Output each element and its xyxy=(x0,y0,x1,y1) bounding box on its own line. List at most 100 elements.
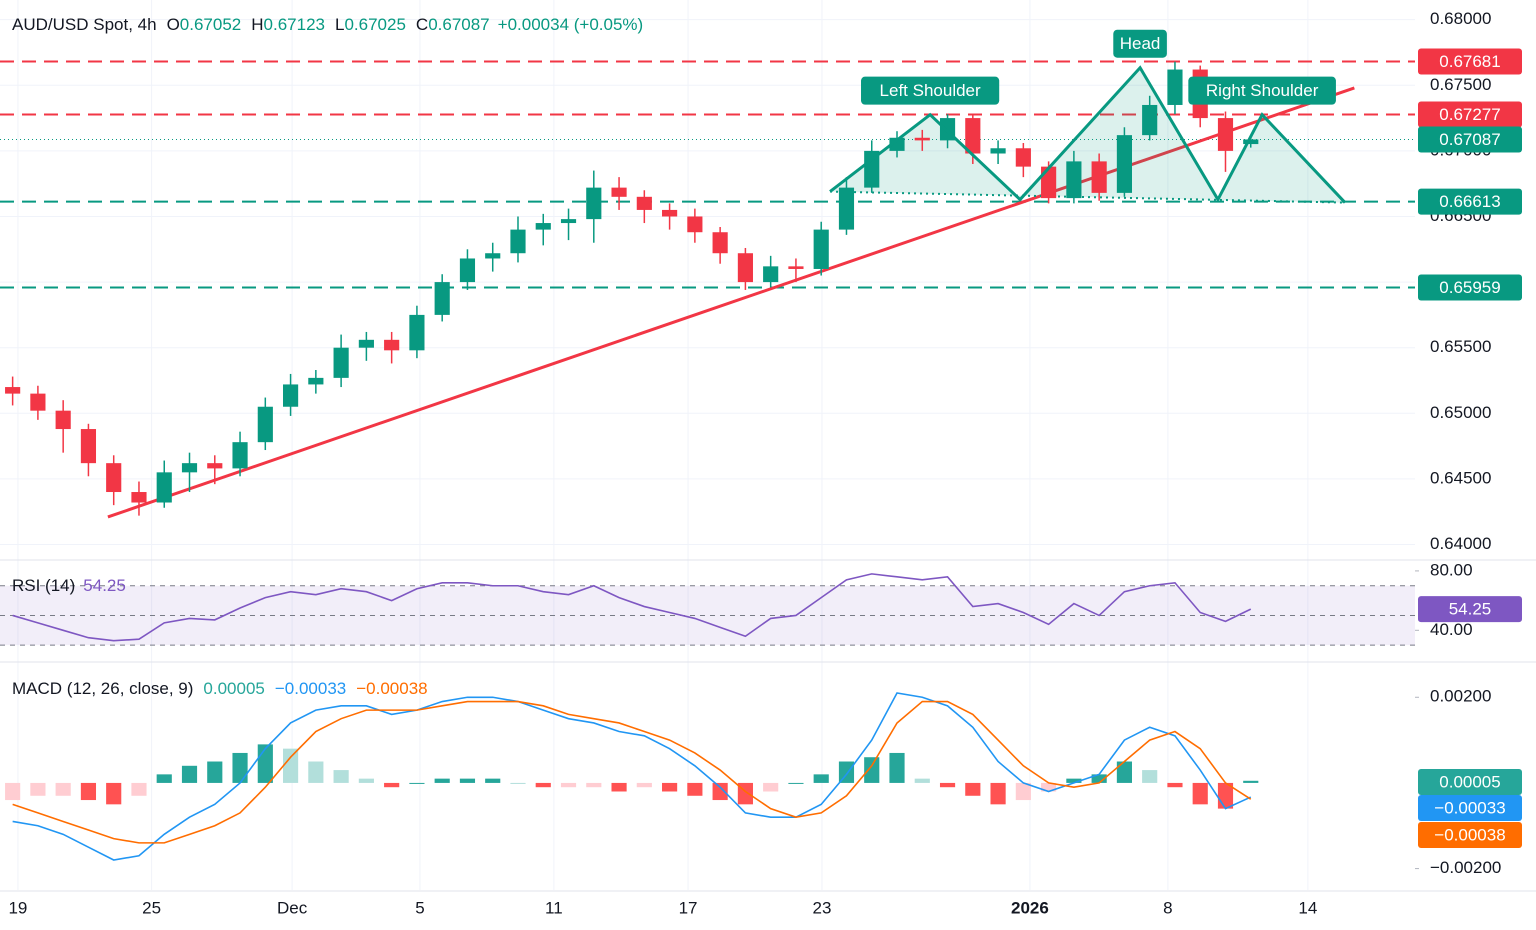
x-tick-label: 19 xyxy=(8,898,27,917)
y-tick-label: 0.67500 xyxy=(1430,75,1491,94)
y-tick-label: 0.64500 xyxy=(1430,468,1491,487)
histogram-bar xyxy=(1066,778,1082,783)
macd-line xyxy=(12,692,1252,861)
histogram-bar xyxy=(636,782,652,788)
macd-value: −0.00033 xyxy=(275,679,346,698)
histogram-bar xyxy=(80,782,97,801)
current-price-badge-label: 0.67087 xyxy=(1439,130,1500,149)
candle-body xyxy=(510,229,526,254)
signal-line xyxy=(12,700,1252,844)
histogram-bar xyxy=(333,770,349,783)
header: AUD/USD Spot, 4h O0.67052 H0.67123 L0.67025… xyxy=(12,15,643,34)
candle-body xyxy=(1217,118,1234,151)
ohlc-key: C xyxy=(416,15,428,34)
histogram-bar xyxy=(864,757,880,783)
candle-body xyxy=(1116,135,1132,193)
rsi-header: RSI (14) 54.25 xyxy=(12,576,126,595)
candle-body xyxy=(1142,104,1158,136)
y-tick-label: 0.65000 xyxy=(1430,403,1491,422)
histogram-bar xyxy=(1015,782,1031,801)
histogram-bar xyxy=(409,782,425,784)
candle-body xyxy=(409,314,425,351)
y-tick-label: 0.65500 xyxy=(1430,337,1491,356)
candle-body xyxy=(838,187,855,230)
x-tick-label: 14 xyxy=(1298,898,1317,917)
candle-body xyxy=(737,253,753,283)
histogram-bar xyxy=(914,778,930,783)
histogram-bar xyxy=(712,782,728,801)
candle-body xyxy=(560,219,577,224)
ohlc-key: H xyxy=(251,15,263,34)
candle-body xyxy=(459,258,476,283)
candle-body xyxy=(864,150,880,188)
histogram-bar xyxy=(283,748,299,783)
candle-body xyxy=(308,377,324,385)
histogram-bar xyxy=(889,752,905,783)
macd-badge-label: −0.00033 xyxy=(1434,798,1505,817)
candle-body xyxy=(914,137,930,141)
y-tick-label: 0.00200 xyxy=(1430,687,1491,706)
histogram-bar xyxy=(1192,782,1208,805)
ohlc-value: 0.67025 xyxy=(344,15,405,34)
candle-body xyxy=(788,266,804,269)
macd-badge xyxy=(1418,795,1522,821)
pattern-label-box xyxy=(1188,76,1336,105)
signal-badge xyxy=(1418,822,1522,848)
x-tick-label: 8 xyxy=(1163,898,1172,917)
rsi-badge xyxy=(1418,596,1522,623)
pattern-label-box xyxy=(861,76,1000,105)
macd-title: MACD (12, 26, close, 9) xyxy=(12,679,193,698)
histogram-bar xyxy=(687,782,703,796)
current-price-badge xyxy=(1418,126,1522,153)
histogram-bar xyxy=(257,744,273,783)
level-badge xyxy=(1418,101,1522,128)
x-tick-label: Dec xyxy=(277,898,308,917)
pattern-label: Right Shoulder xyxy=(1206,81,1319,100)
histogram-bar xyxy=(788,782,804,784)
pattern-label: Head xyxy=(1120,34,1161,53)
histogram-bar xyxy=(990,782,1006,805)
ohlc-value: 0.67087 xyxy=(428,15,489,34)
ohlc-key: L xyxy=(335,15,344,34)
histogram-bar xyxy=(181,765,198,783)
x-tick-label: 2026 xyxy=(1011,898,1049,917)
histogram-bar xyxy=(485,778,501,783)
candle-body xyxy=(55,410,71,430)
candle-body xyxy=(1167,69,1183,105)
candle-body xyxy=(586,187,602,220)
histogram-bar xyxy=(207,761,223,783)
symbol-title: AUD/USD Spot, 4h xyxy=(12,15,157,34)
candle-body xyxy=(763,266,779,283)
candle-body xyxy=(1066,161,1082,199)
candle-body xyxy=(257,406,273,443)
histogram-bar xyxy=(5,782,21,801)
candle-body xyxy=(611,187,627,197)
x-tick-label: 11 xyxy=(545,898,563,917)
pattern-outline xyxy=(829,65,1347,204)
signal-badge-label: −0.00038 xyxy=(1434,825,1505,844)
histogram-bar xyxy=(1167,782,1183,788)
pattern-label: Left Shoulder xyxy=(880,81,981,100)
x-tick-label: 5 xyxy=(415,898,424,917)
macd-header: MACD (12, 26, close, 9) 0.00005 −0.00033 −0… xyxy=(12,679,428,698)
histogram-bar xyxy=(939,782,956,788)
histogram-bar xyxy=(131,782,147,796)
trendline xyxy=(107,86,1355,519)
candle-body xyxy=(687,216,703,233)
candle-body xyxy=(990,148,1006,154)
histogram-bar xyxy=(1116,761,1132,783)
pattern-label-box xyxy=(1113,29,1167,58)
candle-body xyxy=(662,209,678,217)
histogram-bar xyxy=(30,782,46,796)
candle-body xyxy=(636,196,652,210)
candle-body xyxy=(1091,161,1107,193)
y-tick-label: 80.00 xyxy=(1430,560,1473,579)
candle-body xyxy=(434,282,450,315)
histogram-badge-label: 0.00005 xyxy=(1439,772,1500,791)
histogram-bar xyxy=(586,782,602,788)
rsi-badge-label: 54.25 xyxy=(1449,600,1492,619)
x-tick-label: 23 xyxy=(813,898,832,917)
histogram-bar xyxy=(965,782,981,796)
